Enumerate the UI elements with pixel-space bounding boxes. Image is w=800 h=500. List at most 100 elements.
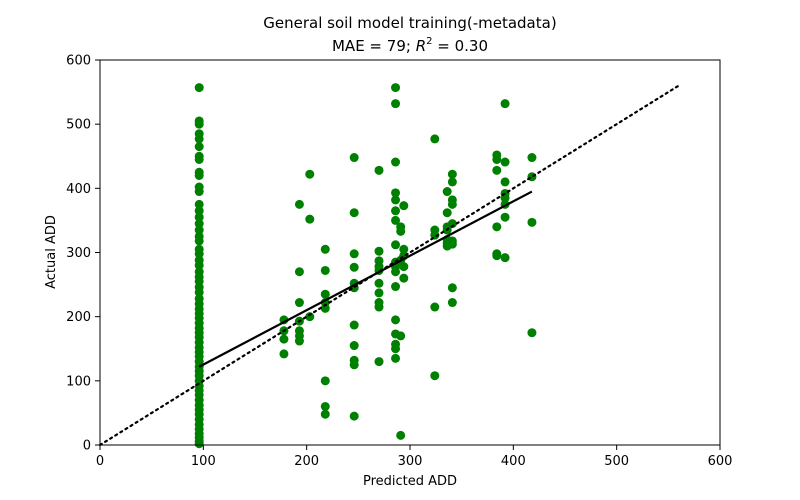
- data-point: [349, 249, 359, 259]
- data-point: [391, 282, 401, 292]
- data-point: [391, 99, 401, 109]
- data-point: [320, 409, 330, 419]
- data-point: [294, 298, 304, 308]
- data-point: [399, 273, 409, 283]
- y-axis-ticks: 0 100 200 300 400 500 600: [66, 54, 100, 454]
- data-point: [194, 171, 204, 180]
- data-point: [447, 199, 457, 209]
- data-point: [349, 262, 359, 272]
- data-point: [527, 153, 537, 163]
- x-tick-label: 100: [191, 454, 216, 469]
- data-point: [349, 360, 359, 370]
- data-point: [194, 119, 204, 129]
- data-point: [194, 439, 204, 449]
- data-point: [194, 154, 204, 164]
- data-point: [396, 226, 406, 236]
- y-tick-label: 300: [66, 246, 91, 261]
- points-layer: [194, 83, 537, 449]
- data-point: [430, 371, 440, 381]
- data-point: [320, 376, 330, 386]
- data-point: [447, 239, 457, 249]
- x-tick-label: 300: [398, 454, 423, 469]
- data-point: [374, 357, 384, 367]
- data-point: [391, 315, 401, 325]
- data-point: [396, 331, 406, 341]
- data-point: [194, 212, 204, 222]
- y-tick-label: 500: [66, 118, 91, 133]
- x-tick-label: 200: [294, 454, 319, 469]
- data-point: [391, 353, 401, 363]
- data-point: [374, 288, 384, 298]
- data-point: [349, 341, 359, 351]
- data-point: [194, 260, 204, 270]
- data-point: [391, 267, 401, 277]
- data-point: [492, 154, 502, 164]
- data-point: [349, 411, 359, 421]
- data-point: [194, 287, 204, 297]
- data-point: [399, 201, 409, 211]
- data-point: [447, 298, 457, 308]
- data-point: [391, 83, 401, 93]
- lines-layer: [98, 84, 680, 447]
- data-point: [374, 246, 384, 256]
- data-point: [294, 199, 304, 209]
- data-point: [500, 99, 510, 109]
- x-tick-label: 0: [96, 454, 104, 469]
- data-point: [430, 302, 440, 312]
- data-point: [492, 251, 502, 261]
- data-point: [320, 244, 330, 254]
- data-point: [396, 430, 406, 440]
- data-point: [500, 253, 510, 263]
- data-point: [500, 212, 510, 222]
- data-point: [391, 344, 401, 354]
- data-point: [349, 320, 359, 330]
- data-point: [527, 328, 537, 338]
- y-tick-label: 0: [83, 439, 91, 454]
- data-point: [349, 153, 359, 163]
- x-axis-label: Predicted ADD: [363, 474, 457, 489]
- data-point: [194, 134, 204, 144]
- data-point: [500, 177, 510, 187]
- data-point: [442, 208, 452, 218]
- data-point: [194, 236, 204, 246]
- data-point: [194, 225, 204, 235]
- data-point: [492, 165, 502, 175]
- y-tick-label: 200: [66, 310, 91, 325]
- chart-title: General soil model training(-metadata): [263, 14, 556, 32]
- data-point: [320, 402, 330, 411]
- data-point: [442, 187, 452, 197]
- y-tick-label: 100: [66, 374, 91, 389]
- data-point: [279, 349, 289, 359]
- y-tick-label: 400: [66, 182, 91, 197]
- data-point: [399, 262, 409, 272]
- data-point: [294, 267, 304, 277]
- data-point: [349, 208, 359, 218]
- fit-line: [198, 190, 533, 368]
- data-point: [391, 215, 401, 225]
- data-point: [194, 219, 204, 229]
- data-point: [320, 265, 330, 275]
- data-point: [305, 169, 315, 179]
- y-tick-label: 600: [66, 54, 91, 69]
- data-point: [391, 188, 401, 198]
- y-axis-label: Actual ADD: [44, 215, 59, 289]
- data-point: [447, 169, 457, 179]
- data-point: [391, 195, 401, 205]
- data-point: [194, 142, 204, 152]
- data-point: [447, 177, 457, 187]
- x-tick-label: 600: [708, 454, 733, 469]
- chart-subtitle: MAE = 79; R2 = 0.30: [332, 36, 488, 55]
- data-point: [320, 303, 330, 313]
- data-point: [391, 240, 401, 250]
- data-point: [194, 83, 204, 93]
- data-point: [447, 283, 457, 293]
- x-tick-label: 400: [501, 454, 526, 469]
- data-point: [391, 206, 401, 216]
- data-point: [294, 336, 304, 346]
- identity-line: [98, 84, 680, 447]
- data-point: [447, 219, 457, 229]
- data-point: [430, 134, 440, 144]
- data-point: [194, 187, 204, 197]
- data-point: [194, 206, 204, 216]
